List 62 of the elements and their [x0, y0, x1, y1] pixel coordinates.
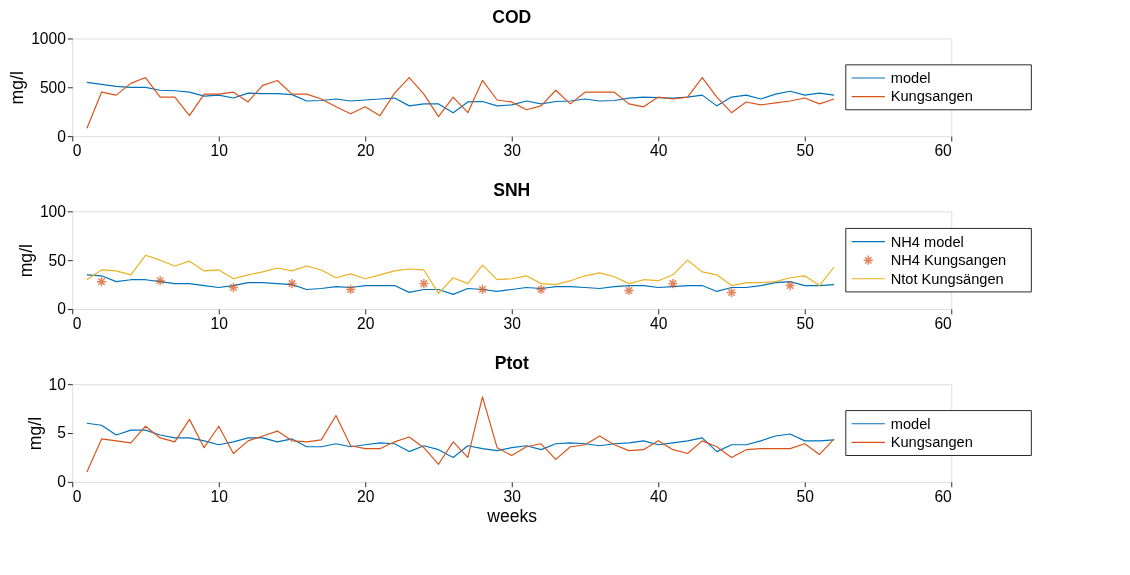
x-tick-label: 10 — [210, 315, 229, 333]
y-tick-label: 500 — [39, 78, 67, 96]
x-tick-label: 0 — [72, 315, 82, 333]
chart-title: COD — [492, 6, 532, 27]
point — [286, 278, 298, 289]
chart-title: SNH — [493, 179, 531, 200]
x-tick-label: 60 — [934, 142, 953, 160]
x-tick-label: 0 — [72, 142, 82, 160]
legend-label: Kungsangen — [890, 434, 973, 451]
x-tick-label: 20 — [357, 142, 375, 160]
x-tick-label: 20 — [357, 315, 375, 333]
legend-label: NH4 Kungsangen — [890, 252, 1007, 269]
point — [154, 275, 166, 287]
line-series — [86, 254, 835, 294]
y-tick-label: 0 — [57, 300, 67, 318]
y-tick-label: 1000 — [31, 29, 67, 47]
x-tick-label: 50 — [796, 487, 815, 505]
point — [477, 284, 488, 295]
point — [535, 284, 547, 295]
line-series — [86, 422, 835, 459]
x-tick-label: 60 — [934, 315, 953, 333]
x-tick-label: 50 — [796, 315, 815, 333]
chart-title: Ptot — [494, 352, 529, 373]
legend-label: NH4 model — [890, 233, 964, 250]
point — [667, 278, 679, 289]
x-tick-label: 10 — [210, 487, 229, 505]
line-series — [86, 81, 835, 114]
x-tick-label: 40 — [650, 487, 668, 505]
point — [784, 280, 796, 291]
x-tick-label: 40 — [650, 315, 668, 333]
point — [345, 284, 356, 295]
y-tick-label: 50 — [48, 251, 67, 269]
x-tick-label: 30 — [503, 315, 522, 333]
y-tick-label: 100 — [39, 202, 67, 220]
x-axis-title: weeks — [486, 506, 538, 527]
x-tick-label: 60 — [934, 487, 953, 505]
y-tick-label: 0 — [57, 127, 67, 145]
legend-label: Kungsangen — [890, 88, 973, 105]
x-tick-label: 30 — [503, 142, 522, 160]
x-tick-label: 30 — [503, 487, 522, 505]
x-tick-label: 40 — [650, 142, 668, 160]
x-tick-label: 20 — [357, 487, 375, 505]
y-tick-label: 0 — [57, 473, 67, 491]
point — [418, 278, 430, 289]
x-tick-label: 0 — [72, 487, 82, 505]
y-tick-label: 5 — [57, 424, 67, 442]
point — [96, 276, 107, 288]
legend-label: Ntot Kungsängen — [890, 270, 1004, 287]
x-tick-label: 10 — [210, 142, 229, 160]
point — [623, 285, 635, 296]
legend-label: model — [890, 415, 931, 432]
y-axis-title: mg/l — [7, 71, 28, 105]
line-series — [86, 274, 835, 295]
y-axis-title: mg/l — [24, 416, 45, 451]
point — [228, 282, 239, 293]
point — [726, 287, 737, 298]
x-tick-label: 50 — [796, 142, 815, 160]
y-tick-label: 10 — [48, 375, 67, 393]
line-series — [86, 396, 835, 473]
y-axis-title: mg/l — [16, 244, 37, 278]
line-series — [86, 76, 835, 129]
legend-label: model — [890, 69, 931, 86]
